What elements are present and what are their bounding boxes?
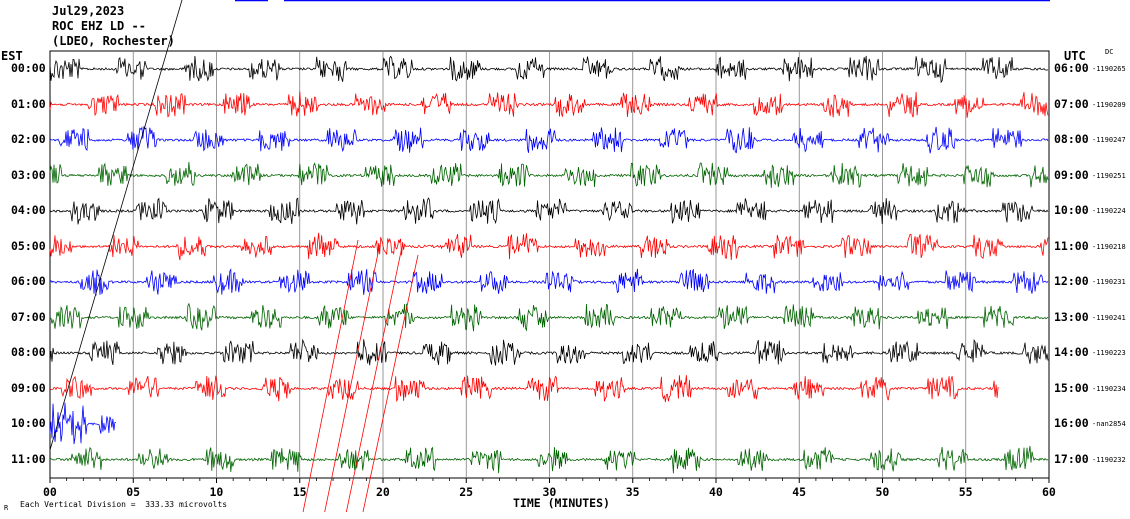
x-axis-label: TIME (MINUTES) (513, 496, 610, 510)
trace-row-0100 (49, 91, 1049, 118)
x-tick-label: 25 (459, 485, 474, 499)
row-dc-offset: -1190241 (1092, 313, 1126, 322)
row-left-time: 02:00 (11, 132, 46, 146)
row-right-time: 12:00 (1054, 274, 1089, 288)
row-right-time: 14:00 (1054, 345, 1089, 359)
row-dc-offset: -1190209 (1092, 100, 1126, 109)
x-tick-label: 50 (875, 485, 890, 499)
row-right-time: 15:00 (1054, 380, 1089, 395)
row-dc-offset: -1190218 (1092, 242, 1126, 251)
header-location: (LDEO, Rochester) (52, 34, 175, 48)
scale-note: Each Vertical Division = 333.33 microvol… (20, 500, 228, 509)
trace-row-0300 (49, 161, 1049, 188)
trace-row-0700 (49, 302, 1049, 332)
event-line (362, 254, 419, 513)
trace-row-1100 (49, 445, 1049, 474)
x-tick-label: 40 (709, 485, 723, 499)
row-left-time: 06:00 (11, 274, 46, 288)
x-tick-label: 55 (958, 485, 973, 499)
x-tick-label: 30 (542, 485, 557, 499)
row-left-time: 08:00 (11, 345, 46, 359)
row-left-time: 07:00 (11, 309, 46, 324)
row-right-time: 10:00 (1054, 203, 1089, 217)
x-tick-label: 15 (292, 485, 307, 499)
event-line (302, 239, 359, 513)
row-left-time: 01:00 (11, 96, 46, 111)
x-tick-label: 05 (126, 485, 141, 499)
trace-row-0400 (49, 197, 1049, 225)
trace-row-0000 (49, 55, 1049, 84)
row-right-time: 13:00 (1054, 309, 1089, 324)
row-dc-offset: -1190234 (1092, 384, 1126, 393)
row-right-time: 17:00 (1054, 451, 1089, 466)
row-left-time: 03:00 (11, 167, 46, 182)
row-left-time: 10:00 (11, 416, 46, 430)
x-tick-label: 10 (209, 485, 224, 499)
row-dc-offset: -1190265 (1092, 65, 1126, 73)
overflow-line (49, 0, 183, 451)
trace-row-0500 (49, 232, 1049, 261)
header-date: Jul29,2023 (52, 4, 125, 18)
row-right-time: 09:00 (1054, 167, 1089, 182)
row-left-time: 04:00 (11, 203, 46, 217)
row-left-time: 11:00 (11, 451, 46, 466)
x-tick-label: 20 (376, 485, 390, 499)
row-right-time: 11:00 (1054, 238, 1089, 253)
corner-mark: R (4, 504, 9, 512)
trace-row-1000 (49, 402, 117, 445)
x-tick-label: 60 (1042, 485, 1056, 499)
x-tick-label: 45 (792, 485, 807, 499)
event-line (345, 249, 402, 513)
row-right-time: 08:00 (1054, 132, 1089, 146)
x-tick-label: 35 (625, 485, 640, 499)
row-left-time: 09:00 (11, 380, 46, 395)
trace-row-0800 (49, 338, 1049, 366)
header-station: ROC EHZ LD -- (52, 19, 146, 33)
row-dc-offset: -1190224 (1092, 207, 1126, 215)
row-dc-offset: -1190223 (1092, 349, 1126, 357)
row-dc-offset: -1190251 (1092, 171, 1126, 180)
row-right-time: 06:00 (1054, 61, 1089, 75)
trace-row-0200 (50, 126, 1049, 154)
row-right-time: 16:00 (1054, 416, 1089, 430)
event-line (324, 244, 381, 513)
trace-row-0600 (49, 268, 1049, 296)
trace-row-0900 (49, 375, 999, 403)
row-dc-offset: -nan2854 (1092, 420, 1126, 428)
row-dc-offset: -1190231 (1092, 278, 1126, 286)
row-dc-offset: -1190232 (1092, 455, 1126, 464)
row-left-time: 00:00 (11, 61, 46, 75)
right-timezone-label: UTC (1064, 49, 1086, 63)
dc-label: DC (1105, 48, 1114, 56)
row-dc-offset: -1190247 (1092, 136, 1126, 144)
x-tick-label: 00 (43, 485, 57, 499)
row-left-time: 05:00 (11, 238, 46, 253)
left-timezone-label: EST (1, 49, 23, 63)
row-right-time: 07:00 (1054, 96, 1089, 111)
